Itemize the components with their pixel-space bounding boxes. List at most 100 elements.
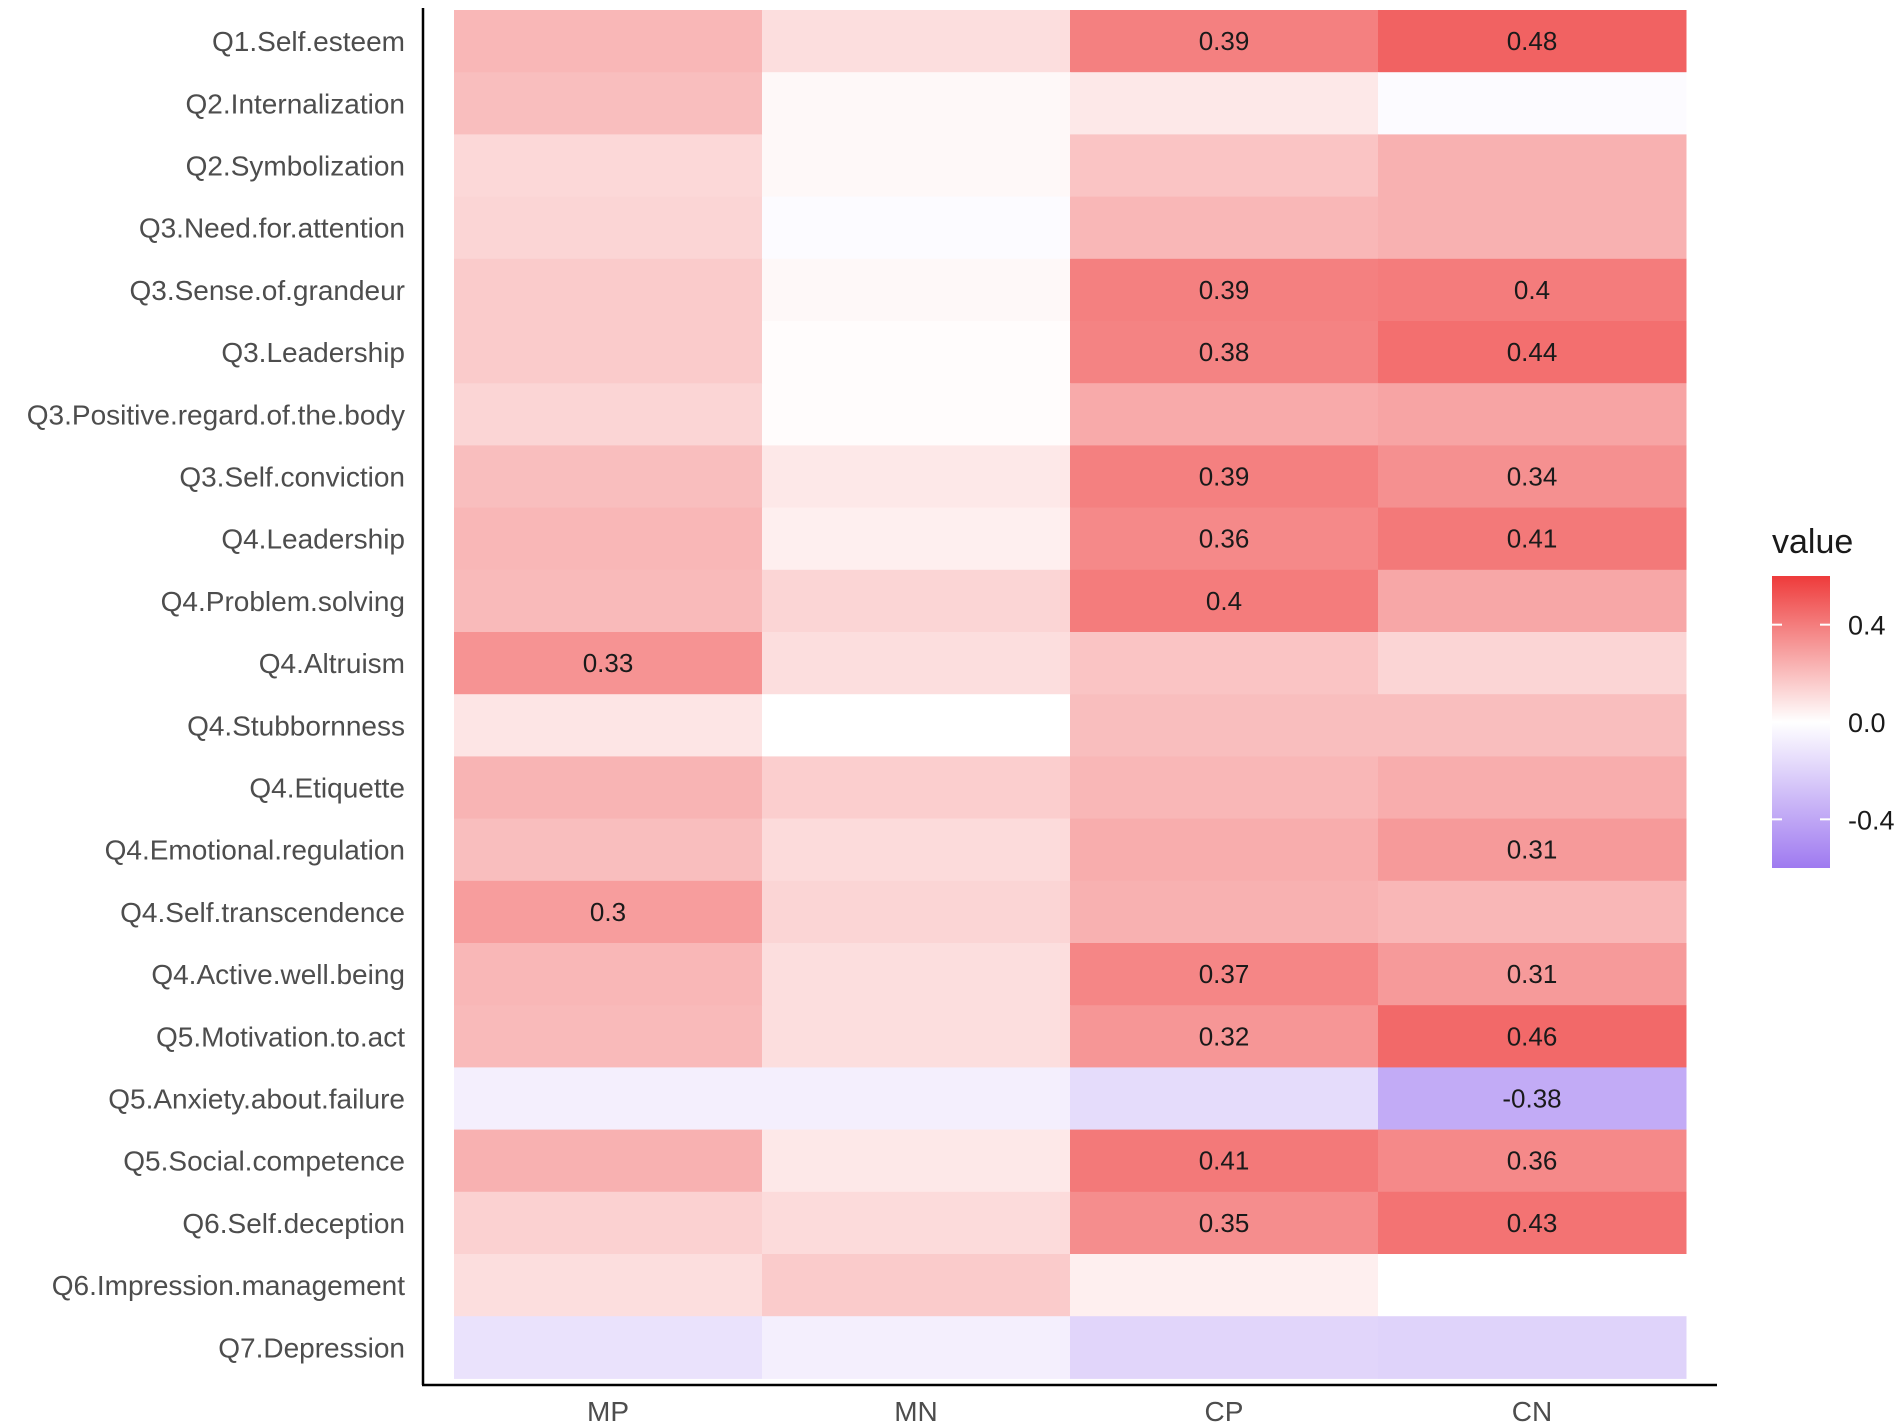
cell-value-label: 0.4 [1514,275,1550,305]
cell-value-label: 0.46 [1507,1021,1558,1051]
cell-value-label: 0.31 [1507,959,1558,989]
heatmap-cell [1378,632,1687,695]
cell-value-label: 0.39 [1199,26,1250,56]
y-tick-label: Q4.Etiquette [249,773,405,804]
heatmap-cell [454,1129,763,1193]
cell-value-label: 0.44 [1507,337,1558,367]
heatmap-cell [1378,134,1687,198]
heatmap-cell [454,321,763,384]
heatmap-cell [1378,10,1687,73]
cell-value-label: 0.41 [1507,524,1558,554]
heatmap-cell [454,1191,763,1255]
heatmap-cell [762,1005,1071,1068]
legend-tick-label: 0.0 [1848,708,1886,738]
y-tick-label: Q4.Stubbornness [187,710,405,741]
heatmap-cell [454,1254,763,1317]
cell-value-label: 0.3 [590,897,626,927]
heatmap-cell [1070,694,1379,757]
cell-value-label: 0.4 [1206,586,1242,616]
heatmap-cell [762,1316,1071,1379]
heatmap-cell [1070,569,1379,633]
heatmap-cell [454,10,763,73]
cell-value-label: 0.35 [1199,1208,1250,1238]
cell-value-label: 0.48 [1507,26,1558,56]
heatmap-cell [762,383,1071,446]
heatmap-cell [1070,196,1379,260]
heatmap-cell [1070,880,1379,944]
y-tick-label: Q4.Self.transcendence [120,897,405,928]
heatmap-cell [454,445,763,509]
heatmap-cell [454,507,763,571]
heatmap-cell [454,1316,763,1379]
cell-value-label: 0.33 [583,648,634,678]
cell-value-label: 0.39 [1199,275,1250,305]
heatmap-cell [762,880,1071,944]
x-tick-label: CP [1205,1396,1244,1423]
cell-value-label: 0.37 [1199,959,1250,989]
cell-value-label: 0.38 [1199,337,1250,367]
y-tick-label: Q3.Need.for.attention [139,213,405,244]
heatmap-cell [1378,1005,1687,1068]
y-tick-label: Q6.Impression.management [52,1270,406,1301]
heatmap-cell [762,10,1071,73]
heatmap-cell [762,756,1071,820]
y-tick-label: Q3.Positive.regard.of.the.body [27,399,405,430]
heatmap-cell [1378,818,1687,882]
y-tick-label: Q1.Self.esteem [212,26,405,57]
heatmap-cell [1070,1191,1379,1255]
y-tick-label: Q2.Symbolization [186,151,405,182]
heatmap-cell [762,1254,1071,1317]
heatmap-cell [454,756,763,820]
legend-tick-label: 0.4 [1848,611,1886,641]
heatmap-cell [454,1067,763,1131]
cell-value-label: 0.41 [1199,1146,1250,1176]
heatmap-cell [1070,818,1379,882]
legend-ticks: 0.4 0.0 -0.4 [1772,611,1895,835]
cell-value-label: 0.36 [1199,524,1250,554]
y-tick-label: Q5.Social.competence [123,1146,405,1177]
heatmap-cell [454,1005,763,1068]
heatmap-cell [1070,383,1379,446]
heatmap-cell [762,1067,1071,1131]
heatmap-cell [762,445,1071,509]
heatmap-cell [762,818,1071,882]
x-tick-label: MN [894,1396,938,1423]
heatmap-cell [762,258,1071,322]
y-tick-label: Q3.Sense.of.grandeur [129,275,405,306]
heatmap-cell [1070,943,1379,1006]
heatmap-cell [454,258,763,322]
heatmap-cell [1378,196,1687,260]
y-tick-label: Q4.Leadership [221,524,405,555]
heatmap-cell [1070,1005,1379,1068]
heatmap-cell [762,72,1071,135]
cell-value-label: 0.39 [1199,462,1250,492]
y-tick-label: Q7.Depression [218,1332,405,1363]
heatmap-cell [1070,1129,1379,1193]
y-tick-label: Q4.Active.well.being [151,959,405,990]
heatmap-cell [1378,1191,1687,1255]
cell-value-label: 0.34 [1507,462,1558,492]
heatmap-cell-labels: 0.39 0.48 0.39 0.4 0.38 0.44 0.39 0.34 0.36 0.41 0… [583,26,1562,1238]
y-tick-label: Q3.Leadership [221,337,405,368]
heatmap-cell [1378,694,1687,757]
heatmap-cell [762,1129,1071,1193]
heatmap-cell [454,134,763,198]
heatmap-cell [1070,1254,1379,1317]
heatmap-cells [454,10,1687,1379]
y-tick-label: Q5.Motivation.to.act [156,1021,405,1052]
y-axis-tick-labels: Q1.Self.esteem Q2.Internalization Q2.Symbo… [27,26,405,1363]
heatmap-cell [1070,72,1379,135]
heatmap-cell [1378,258,1687,322]
y-tick-label: Q4.Emotional.regulation [105,835,405,866]
heatmap-cell [1070,445,1379,509]
heatmap-cell [1378,880,1687,944]
x-axis-tick-labels: MP MN CP CN [587,1396,1552,1423]
heatmap-cell [1378,72,1687,135]
heatmap-cell [454,818,763,882]
heatmap-cell [454,943,763,1006]
heatmap-cell [1378,383,1687,446]
heatmap-cell [762,134,1071,198]
heatmap-cell [1070,134,1379,198]
y-tick-label: Q6.Self.deception [182,1208,405,1239]
x-tick-label: CN [1512,1396,1552,1423]
